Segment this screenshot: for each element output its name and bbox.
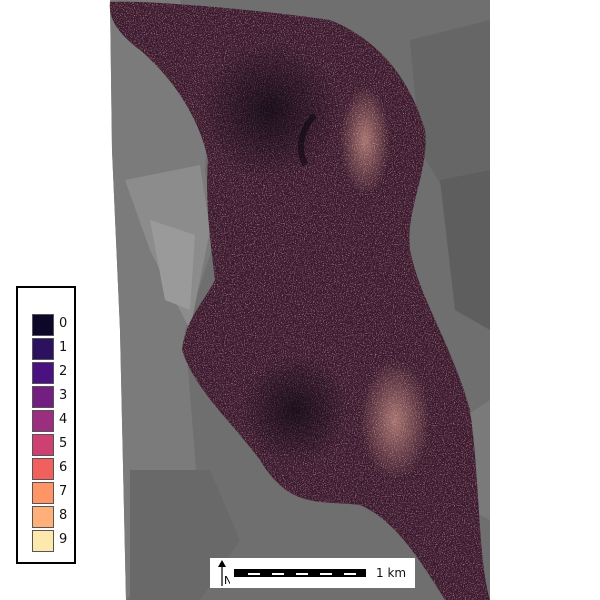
scale-label: 1 km (376, 566, 407, 580)
legend-swatch (32, 530, 54, 552)
scale-segment (344, 573, 356, 575)
scalebar: N 1 km (210, 558, 415, 588)
legend-swatch (32, 362, 54, 384)
legend-label: 0 (59, 316, 68, 331)
legend-swatch (32, 434, 54, 456)
legend-label: 5 (59, 436, 68, 451)
legend-label: 7 (59, 484, 68, 499)
legend-swatch (32, 506, 54, 528)
north-arrow-icon: N (218, 560, 230, 586)
legend-label: 1 (59, 340, 68, 355)
legend-label: 8 (59, 508, 68, 523)
legend-label: 6 (59, 460, 68, 475)
legend-swatch (32, 458, 54, 480)
legend-swatch (32, 410, 54, 432)
north-label: N (224, 574, 230, 586)
scale-segment (320, 573, 332, 575)
raster-catchment (109, 1, 490, 600)
legend-swatch (32, 482, 54, 504)
legend-label: 3 (59, 388, 68, 403)
scale-segment (272, 573, 284, 575)
legend-label: 2 (59, 364, 68, 379)
legend-swatch (32, 338, 54, 360)
legend-label: 4 (59, 412, 68, 427)
scale-segment (248, 573, 260, 575)
legend-swatch (32, 314, 54, 336)
legend-label: 9 (59, 532, 68, 547)
scale-segment (296, 573, 308, 575)
scale-track (234, 569, 366, 577)
legend: 0 1 2 3 4 5 6 7 8 9 (16, 286, 76, 564)
legend-swatch (32, 386, 54, 408)
